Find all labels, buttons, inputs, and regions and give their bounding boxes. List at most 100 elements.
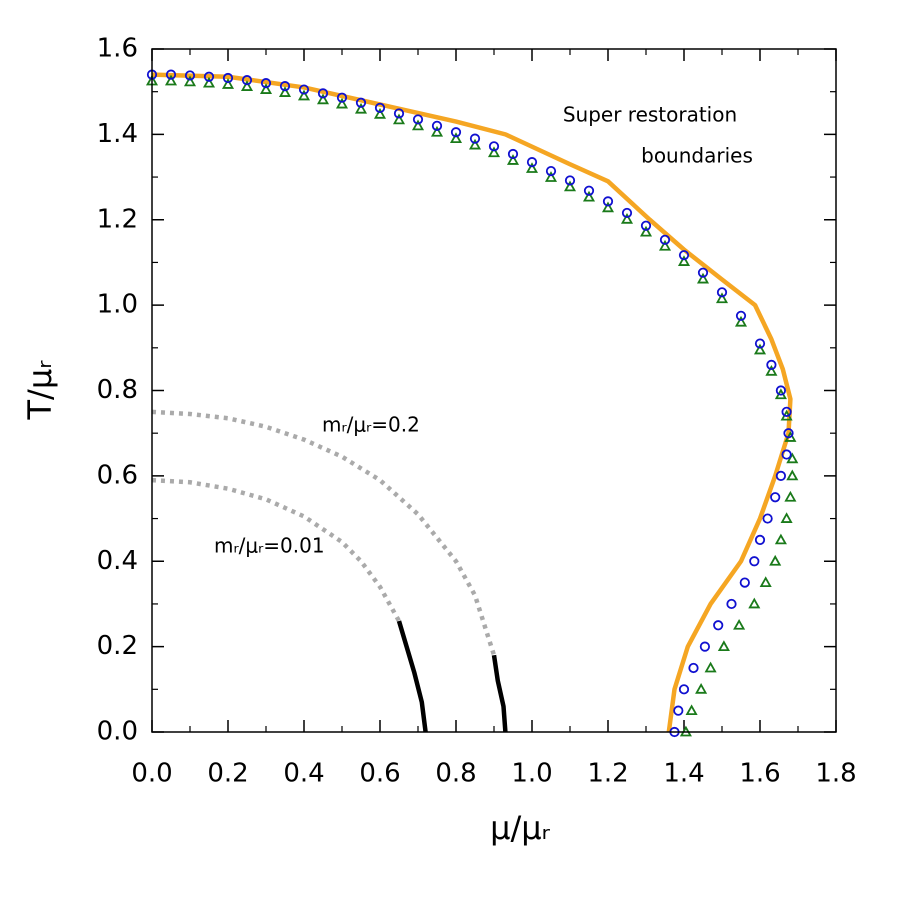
y-tick-label: 0.0 [97, 717, 138, 747]
plot-frame [151, 48, 837, 733]
marker [203, 71, 215, 82]
marker [699, 641, 711, 652]
marker [335, 97, 349, 109]
marker [685, 704, 698, 716]
marker [392, 113, 406, 125]
annotation: mᵣ/μᵣ=0.01 [214, 534, 325, 558]
marker [564, 175, 576, 186]
marker [184, 70, 196, 81]
marker [487, 146, 501, 158]
y-tick-label: 0.4 [97, 546, 138, 576]
y-tick-label: 1.0 [97, 290, 138, 320]
marker [784, 490, 797, 502]
marker [781, 406, 792, 417]
marker [766, 359, 777, 370]
marker [278, 86, 292, 97]
marker [279, 81, 291, 92]
marker [717, 640, 730, 652]
marker [259, 83, 273, 94]
marker [525, 162, 539, 173]
annotation: Super restoration [563, 103, 737, 127]
annotation: boundaries [641, 144, 753, 168]
marker [769, 554, 782, 566]
y-tick-label: 1.6 [97, 34, 138, 64]
marker [739, 577, 750, 588]
marker [659, 234, 671, 245]
marker [393, 108, 405, 119]
x-tick-label: 1.4 [663, 759, 704, 789]
marker [735, 310, 747, 321]
y-tick-label: 1.2 [97, 204, 138, 234]
marker [715, 292, 729, 304]
x-tick-label: 0.4 [283, 759, 324, 789]
marker [765, 364, 778, 376]
marker [582, 190, 596, 202]
marker [297, 89, 311, 101]
annotation: mᵣ/μᵣ=0.2 [322, 413, 420, 437]
marker [762, 513, 773, 524]
marker [602, 196, 614, 207]
x-tick-label: 0.2 [207, 759, 248, 789]
marker [688, 662, 699, 674]
marker [507, 148, 519, 160]
marker [754, 338, 766, 349]
marker [775, 385, 787, 396]
x-axis-label: μ/μᵣ [490, 809, 551, 847]
marker [759, 576, 772, 587]
series-line [396, 620, 428, 733]
marker [781, 449, 792, 460]
marker [317, 88, 329, 99]
marker [240, 80, 254, 91]
marker [621, 207, 633, 219]
x-tick-label: 0.8 [435, 759, 476, 789]
marker [783, 428, 794, 439]
marker [658, 239, 672, 251]
marker [697, 267, 709, 278]
y-axis-label: T/μᵣ [21, 360, 59, 421]
marker [620, 212, 634, 224]
x-tick-label: 0.6 [359, 759, 400, 789]
marker [640, 220, 652, 231]
marker [164, 74, 178, 86]
marker [221, 78, 235, 89]
marker [786, 452, 799, 464]
series-line [491, 654, 508, 733]
marker [713, 620, 724, 631]
marker [753, 343, 767, 355]
x-tick-label: 1.6 [739, 759, 780, 789]
marker [734, 315, 748, 327]
marker [774, 533, 787, 545]
y-tick-label: 1.4 [97, 119, 138, 149]
marker [488, 141, 500, 152]
marker [336, 92, 348, 103]
marker [373, 107, 387, 119]
marker [468, 138, 482, 150]
marker [506, 154, 520, 165]
marker [430, 125, 444, 137]
series-line [151, 72, 793, 733]
marker [696, 272, 710, 284]
marker [544, 171, 558, 182]
marker [695, 682, 708, 694]
marker [241, 75, 253, 86]
series-line [151, 409, 497, 656]
y-tick-label: 0.2 [97, 631, 138, 661]
marker [545, 165, 557, 177]
x-tick-label: 0.0 [131, 759, 172, 789]
marker [374, 102, 386, 114]
marker [526, 157, 538, 168]
marker [639, 225, 653, 237]
marker [260, 78, 272, 89]
marker [411, 119, 425, 131]
marker [449, 132, 463, 144]
marker [165, 69, 177, 80]
marker [202, 76, 216, 88]
marker [355, 97, 367, 108]
marker [673, 705, 684, 716]
y-tick-label: 0.8 [97, 375, 138, 405]
marker [412, 114, 424, 125]
marker [704, 661, 717, 673]
marker [786, 469, 799, 481]
marker [183, 75, 197, 87]
